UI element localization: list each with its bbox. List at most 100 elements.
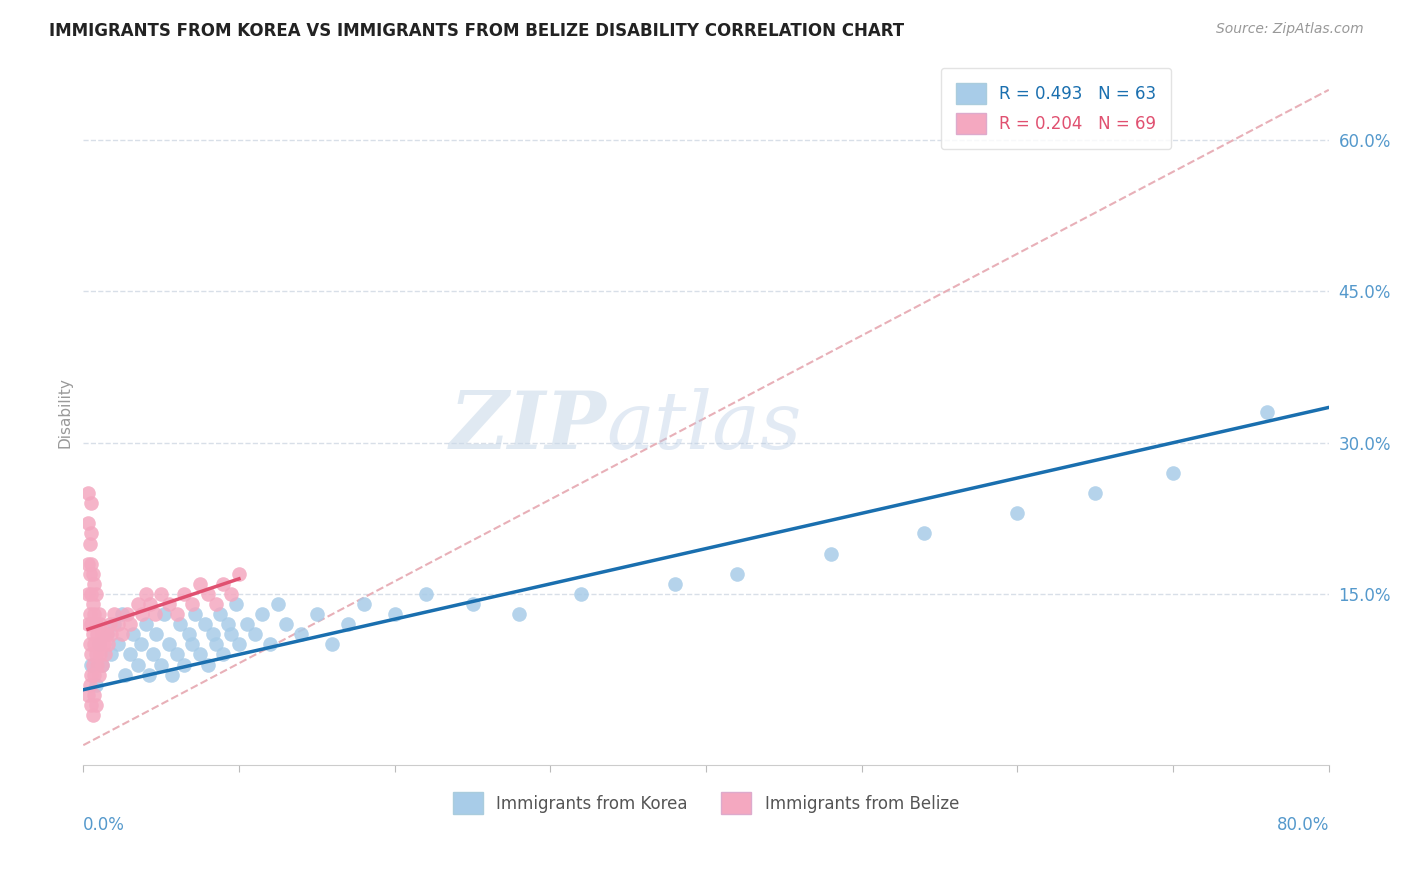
- Point: [84, 678, 107, 692]
- Point: [129, 637, 152, 651]
- Point: [84, 648, 107, 662]
- Text: Source: ZipAtlas.com: Source: ZipAtlas.com: [1216, 22, 1364, 37]
- Point: [118, 648, 141, 662]
- Point: [83, 688, 105, 702]
- Point: [274, 617, 297, 632]
- Point: [80, 557, 103, 571]
- Point: [84, 617, 107, 632]
- Point: [96, 627, 118, 641]
- Point: [201, 627, 224, 641]
- Point: [219, 587, 242, 601]
- Point: [1084, 486, 1107, 500]
- Point: [321, 637, 343, 651]
- Point: [160, 667, 183, 681]
- Point: [228, 566, 250, 581]
- Point: [103, 617, 125, 632]
- Point: [77, 688, 100, 702]
- Point: [80, 526, 103, 541]
- Point: [80, 698, 103, 712]
- Point: [79, 678, 101, 692]
- Text: IMMIGRANTS FROM KOREA VS IMMIGRANTS FROM BELIZE DISABILITY CORRELATION CHART: IMMIGRANTS FROM KOREA VS IMMIGRANTS FROM…: [49, 22, 904, 40]
- Point: [179, 627, 201, 641]
- Point: [181, 637, 204, 651]
- Point: [305, 607, 328, 621]
- Point: [142, 648, 165, 662]
- Point: [84, 587, 107, 601]
- Point: [87, 607, 110, 621]
- Point: [188, 577, 211, 591]
- Point: [166, 648, 188, 662]
- Point: [664, 577, 686, 591]
- Point: [100, 648, 122, 662]
- Point: [91, 657, 114, 672]
- Point: [80, 496, 103, 510]
- Point: [415, 587, 437, 601]
- Point: [77, 557, 100, 571]
- Point: [219, 627, 242, 641]
- Point: [96, 627, 118, 641]
- Point: [173, 657, 195, 672]
- Point: [89, 617, 111, 632]
- Point: [194, 617, 217, 632]
- Point: [87, 667, 110, 681]
- Point: [118, 617, 141, 632]
- Point: [267, 597, 290, 611]
- Point: [169, 617, 191, 632]
- Point: [100, 627, 122, 641]
- Point: [290, 627, 312, 641]
- Point: [83, 667, 105, 681]
- Point: [157, 637, 180, 651]
- Point: [236, 617, 259, 632]
- Point: [79, 607, 101, 621]
- Point: [83, 577, 105, 591]
- Point: [571, 587, 593, 601]
- Point: [87, 637, 110, 651]
- Point: [107, 617, 129, 632]
- Point: [79, 536, 101, 550]
- Point: [336, 617, 359, 632]
- Point: [150, 657, 173, 672]
- Point: [82, 707, 104, 722]
- Point: [82, 657, 104, 672]
- Point: [79, 566, 101, 581]
- Point: [98, 617, 121, 632]
- Point: [212, 648, 235, 662]
- Point: [80, 657, 103, 672]
- Point: [79, 637, 101, 651]
- Point: [83, 607, 105, 621]
- Point: [93, 637, 115, 651]
- Point: [77, 587, 100, 601]
- Point: [1007, 506, 1029, 520]
- Point: [77, 486, 100, 500]
- Point: [135, 587, 157, 601]
- Point: [184, 607, 207, 621]
- Point: [77, 516, 100, 531]
- Point: [91, 657, 114, 672]
- Point: [204, 597, 226, 611]
- Point: [97, 637, 120, 651]
- Y-axis label: Disability: Disability: [58, 377, 72, 448]
- Point: [111, 627, 134, 641]
- Point: [384, 607, 406, 621]
- Point: [127, 657, 149, 672]
- Point: [122, 627, 145, 641]
- Point: [1161, 466, 1184, 480]
- Point: [1256, 405, 1278, 419]
- Point: [461, 597, 484, 611]
- Point: [912, 526, 935, 541]
- Point: [80, 587, 103, 601]
- Text: atlas: atlas: [606, 388, 801, 466]
- Point: [91, 627, 114, 641]
- Point: [84, 698, 107, 712]
- Point: [209, 607, 232, 621]
- Point: [353, 597, 375, 611]
- Point: [89, 648, 111, 662]
- Point: [135, 617, 157, 632]
- Text: 0.0%: 0.0%: [83, 816, 125, 834]
- Point: [153, 607, 176, 621]
- Point: [86, 627, 108, 641]
- Point: [80, 648, 103, 662]
- Point: [114, 667, 136, 681]
- Point: [820, 547, 842, 561]
- Text: ZIP: ZIP: [450, 388, 606, 466]
